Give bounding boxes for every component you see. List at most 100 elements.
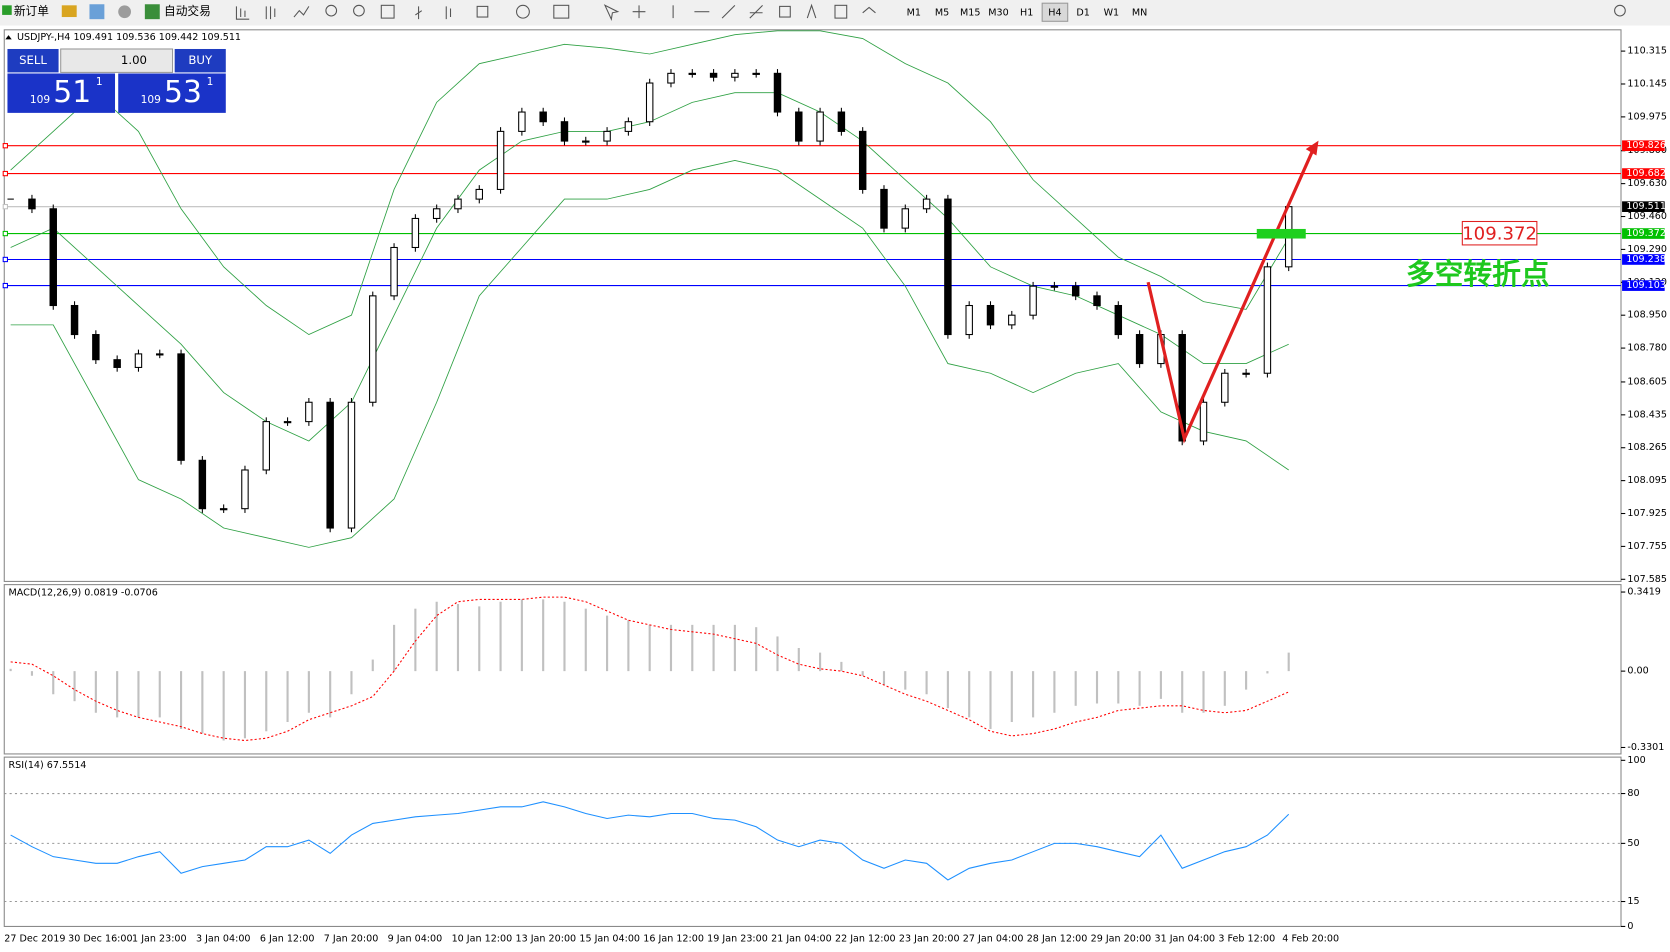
sell-label[interactable]: SELL [19,53,47,67]
x-tick-label: 4 Feb 20:00 [1282,934,1339,945]
rsi-frame [3,756,1622,927]
candle [816,111,824,142]
candle [965,304,973,336]
bollinger-middle [10,92,1289,442]
timeframe[interactable]: M5 [935,7,949,18]
x-tick-label: 10 Jan 12:00 [452,934,513,945]
price-line-label: 109.682 [1626,168,1666,179]
candle [1263,266,1272,374]
macd-label: MACD(12,26,9) 0.0819 -0.0706 [9,588,158,599]
bollinger-lower [10,159,1289,548]
candle [624,121,633,132]
price-line-label: 109.103 [1626,280,1666,291]
candle [1050,285,1059,288]
lots-input[interactable] [60,48,174,73]
toolbar-icon[interactable] [89,4,105,20]
candle [1199,401,1208,442]
sell-button[interactable] [7,48,59,73]
candle [688,72,697,75]
candle [475,188,484,200]
trade-panel: SELL 1.00 BUY 109 51 1 109 53 1 [7,48,226,113]
toolbar-icon[interactable] [118,5,132,19]
main-chart: 110.315110.145109.975109.800109.630109.4… [2,30,1667,585]
candle [731,72,739,78]
candle [1135,334,1144,365]
y-tick-label: 107.925 [1627,508,1667,519]
y-tick-label: 0.00 [1627,666,1648,677]
price-callout-box [1461,220,1538,246]
x-tick-label: 28 Jan 12:00 [1027,934,1088,945]
bid-box[interactable] [7,73,116,113]
ask-box[interactable] [118,73,226,113]
macd-panel: 0.3419 0.00 -0.3301 [9,587,1664,753]
turning-point-label: 多空转折点 [1406,257,1550,291]
buy-label[interactable]: BUY [188,53,213,67]
bid-small: 1 [96,75,103,88]
timeframe[interactable]: M30 [988,7,1008,18]
candle [1114,304,1123,336]
buy-button[interactable] [174,48,226,73]
candle [1071,285,1080,297]
candle [773,72,782,113]
new-order[interactable]: 新订单 [14,4,49,18]
main-chart-frame [3,29,1622,582]
y-tick-label: -0.3301 [1627,742,1664,753]
x-tick-label: 16 Jan 12:00 [643,934,704,945]
y-tick-label: 109.290 [1627,244,1667,255]
x-tick-label: 27 Dec 2019 [4,934,65,945]
candle [241,469,249,510]
price-line-anchor [2,203,8,210]
candle [1008,314,1016,326]
y-tick-label: 0 [1627,921,1633,932]
trend-arrow [1146,146,1316,444]
price-line-label: 109.511 [1626,201,1666,212]
x-tick-label: 7 Jan 20:00 [324,934,379,945]
timeframe[interactable]: W1 [1104,7,1120,18]
price-line-tag [1622,280,1665,291]
x-tick-label: 23 Jan 20:00 [899,934,960,945]
rsi-line [10,801,1290,881]
y-tick-label: 80 [1627,788,1639,799]
arrow-head [1305,140,1319,156]
tool-icons[interactable] [235,3,1626,21]
timeframe[interactable]: H1 [1020,7,1033,18]
rsi-panel: 100 80 50 15 0 [4,755,1646,932]
candle [92,334,100,361]
y-tick-label: 108.095 [1627,475,1667,486]
lots-value[interactable]: 1.00 [121,53,147,67]
candle [283,421,292,424]
candle [518,111,526,132]
x-tick-label: 19 Jan 23:00 [707,934,768,945]
price-line-anchor [2,230,8,237]
toolbar-icon[interactable] [61,5,77,18]
price-line-tag [1622,140,1665,152]
ask-prefix: 109 [141,93,162,106]
y-tick-label: 0.3419 [1627,587,1661,598]
candle [1242,372,1250,375]
timeframe[interactable]: MN [1132,7,1147,18]
x-tick-label: 31 Jan 04:00 [1155,934,1216,945]
y-tick-label: 108.950 [1627,310,1667,321]
timeframe[interactable]: H4 [1048,7,1061,18]
price-callout: 109.372 [1462,223,1537,244]
auto-trading[interactable]: 自动交易 [164,4,211,18]
candle [709,72,718,78]
candle [986,304,995,326]
timeframe[interactable]: M15 [960,7,980,18]
x-tick-label: 27 Jan 04:00 [963,934,1024,945]
price-line-label: 109.372 [1626,228,1666,239]
timeframe[interactable]: M1 [907,7,921,18]
x-tick-label: 21 Jan 04:00 [771,934,832,945]
candle [922,198,931,210]
candle [305,401,313,423]
new-order-icon[interactable] [2,5,12,15]
timeframe[interactable]: D1 [1076,7,1089,18]
x-tick-label: 13 Jan 20:00 [515,934,576,945]
macd-signal [10,596,1289,742]
y-tick-label: 100 [1627,755,1645,766]
auto-trading-icon[interactable] [144,4,160,20]
price-line-tag [1622,254,1665,265]
timeframe-bar: M1 M5 M15 M30 H1 H4 D1 W1 MN [907,2,1147,22]
